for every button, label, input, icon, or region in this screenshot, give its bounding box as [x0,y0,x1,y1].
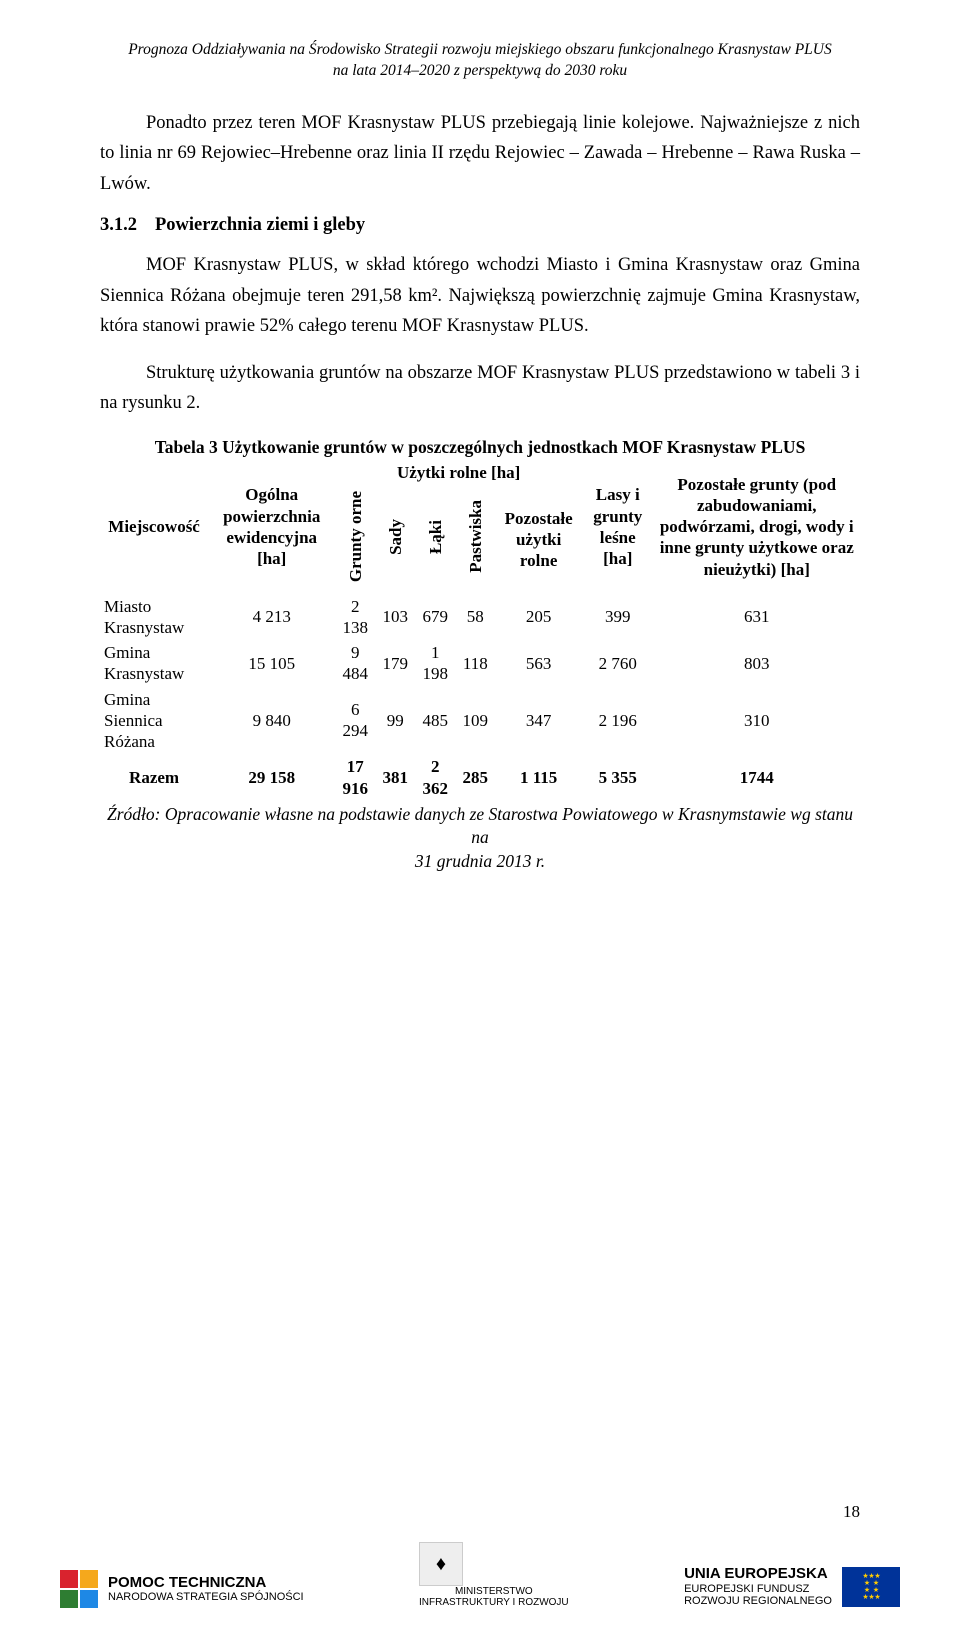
square-icon [60,1570,78,1588]
col-meadows: Łąki [415,485,455,593]
col-other: Pozostałe grunty (pod zabudowaniami, pod… [653,460,860,594]
table-row-total: Razem 29 158 17 916 381 2 362 285 1 115 … [100,754,860,801]
cell-sady: 179 [375,640,415,687]
square-icon [80,1590,98,1608]
square-icon [80,1570,98,1588]
source-line-2: 31 grudnia 2013 r. [415,851,545,871]
logo-eu: UNIA EUROPEJSKA EUROPEJSKI FUNDUSZ ROZWO… [684,1565,900,1608]
ministry-line-1: MINISTERSTWO [419,1586,569,1597]
col-group-uzytki: Użytki rolne [ha] [335,460,582,485]
ministry-line-2: INFRASTRUKTURY I ROZWOJU [419,1597,569,1608]
cell-poz: 803 [653,640,860,687]
cell-pastwiska: 285 [455,754,495,801]
col-forests: Lasy i grunty leśne [ha] [582,460,653,594]
col-orchards: Sady [375,485,415,593]
eu-line-2: EUROPEJSKI FUNDUSZ [684,1583,832,1596]
square-icon [60,1590,78,1608]
col-pastures: Pastwiska [455,485,495,593]
cell-lasy: 2 760 [582,640,653,687]
cell-grunty: 9 484 [335,640,375,687]
eu-flag-icon: ★ ★ ★★ ★★ ★★ ★ ★ [842,1567,900,1607]
cell-poz-uz: 563 [495,640,582,687]
paragraph-body-2: Strukturę użytkowania gruntów na obszarz… [100,358,860,419]
cell-poz-uz: 205 [495,594,582,641]
paragraph-intro: Ponadto przez teren MOF Krasnystaw PLUS … [100,108,860,200]
header-line-1: Prognoza Oddziaływania na Środowisko Str… [100,40,860,61]
cell-poz-uz: 1 115 [495,754,582,801]
cell-laki: 679 [415,594,455,641]
eu-line-1: UNIA EUROPEJSKA [684,1565,832,1582]
eu-line-3: ROZWOJU REGIONALNEGO [684,1595,832,1608]
logo-ministry: ♦ MINISTERSTWO INFRASTRUKTURY I ROZWOJU [419,1542,569,1608]
col-other-agri: Pozostałe użytki rolne [495,485,582,593]
table-source: Źródło: Opracowanie własne na podstawie … [100,803,860,874]
logo-text-left: POMOC TECHNICZNA NARODOWA STRATEGIA SPÓJ… [108,1574,304,1604]
footer-logos: POMOC TECHNICZNA NARODOWA STRATEGIA SPÓJ… [60,1542,900,1608]
source-line-1: Źródło: Opracowanie własne na podstawie … [107,804,853,848]
eagle-icon: ♦ [419,1542,463,1586]
page-number: 18 [843,1502,860,1522]
cell-poz: 631 [653,594,860,641]
cell-poz-uz: 347 [495,687,582,755]
paragraph-body-1: MOF Krasnystaw PLUS, w skład którego wch… [100,250,860,342]
table-caption: Tabela 3 Użytkowanie gruntów w poszczegó… [100,437,860,458]
land-use-table: Miejscowość Ogólna powierzchnia ewidency… [100,460,860,801]
cell-lasy: 5 355 [582,754,653,801]
header-line-2: na lata 2014–2020 z perspektywą do 2030 … [100,61,860,82]
cell-total: 15 105 [208,640,335,687]
section-heading: 3.1.2 Powierzchnia ziemi i gleby [100,215,860,236]
cell-sady: 99 [375,687,415,755]
eu-stars-icon: ★ ★ ★★ ★★ ★★ ★ ★ [862,1573,879,1601]
cell-total: 9 840 [208,687,335,755]
cell-laki: 485 [415,687,455,755]
col-locality: Miejscowość [100,460,208,594]
cell-poz: 1744 [653,754,860,801]
col-total-area: Ogólna powierzchnia ewidencyjna [ha] [208,460,335,594]
cell-total: 29 158 [208,754,335,801]
squares-icon [60,1570,98,1608]
cell-grunty: 2 138 [335,594,375,641]
col-arable: Grunty orne [335,485,375,593]
cell-pastwiska: 109 [455,687,495,755]
cell-laki: 1 198 [415,640,455,687]
cell-loc: Gmina Siennica Różana [100,687,208,755]
cell-sady: 381 [375,754,415,801]
cell-sady: 103 [375,594,415,641]
table-row: Miasto Krasnystaw 4 213 2 138 103 679 58… [100,594,860,641]
section-title: Powierzchnia ziemi i gleby [155,215,365,236]
cell-pastwiska: 58 [455,594,495,641]
table-row: Gmina Krasnystaw 15 105 9 484 179 1 198 … [100,640,860,687]
cell-grunty: 6 294 [335,687,375,755]
cell-loc: Miasto Krasnystaw [100,594,208,641]
document-page: Prognoza Oddziaływania na Środowisko Str… [0,0,960,1642]
logo-line-2: NARODOWA STRATEGIA SPÓJNOŚCI [108,1591,304,1604]
logo-text-right: UNIA EUROPEJSKA EUROPEJSKI FUNDUSZ ROZWO… [684,1565,832,1608]
running-header: Prognoza Oddziaływania na Środowisko Str… [100,40,860,82]
cell-loc: Gmina Krasnystaw [100,640,208,687]
logo-pomoc-techniczna: POMOC TECHNICZNA NARODOWA STRATEGIA SPÓJ… [60,1570,304,1608]
cell-loc: Razem [100,754,208,801]
cell-pastwiska: 118 [455,640,495,687]
section-number: 3.1.2 [100,215,137,236]
cell-laki: 2 362 [415,754,455,801]
logo-line-1: POMOC TECHNICZNA [108,1574,304,1591]
cell-lasy: 399 [582,594,653,641]
cell-lasy: 2 196 [582,687,653,755]
table-row: Gmina Siennica Różana 9 840 6 294 99 485… [100,687,860,755]
cell-total: 4 213 [208,594,335,641]
cell-poz: 310 [653,687,860,755]
cell-grunty: 17 916 [335,754,375,801]
